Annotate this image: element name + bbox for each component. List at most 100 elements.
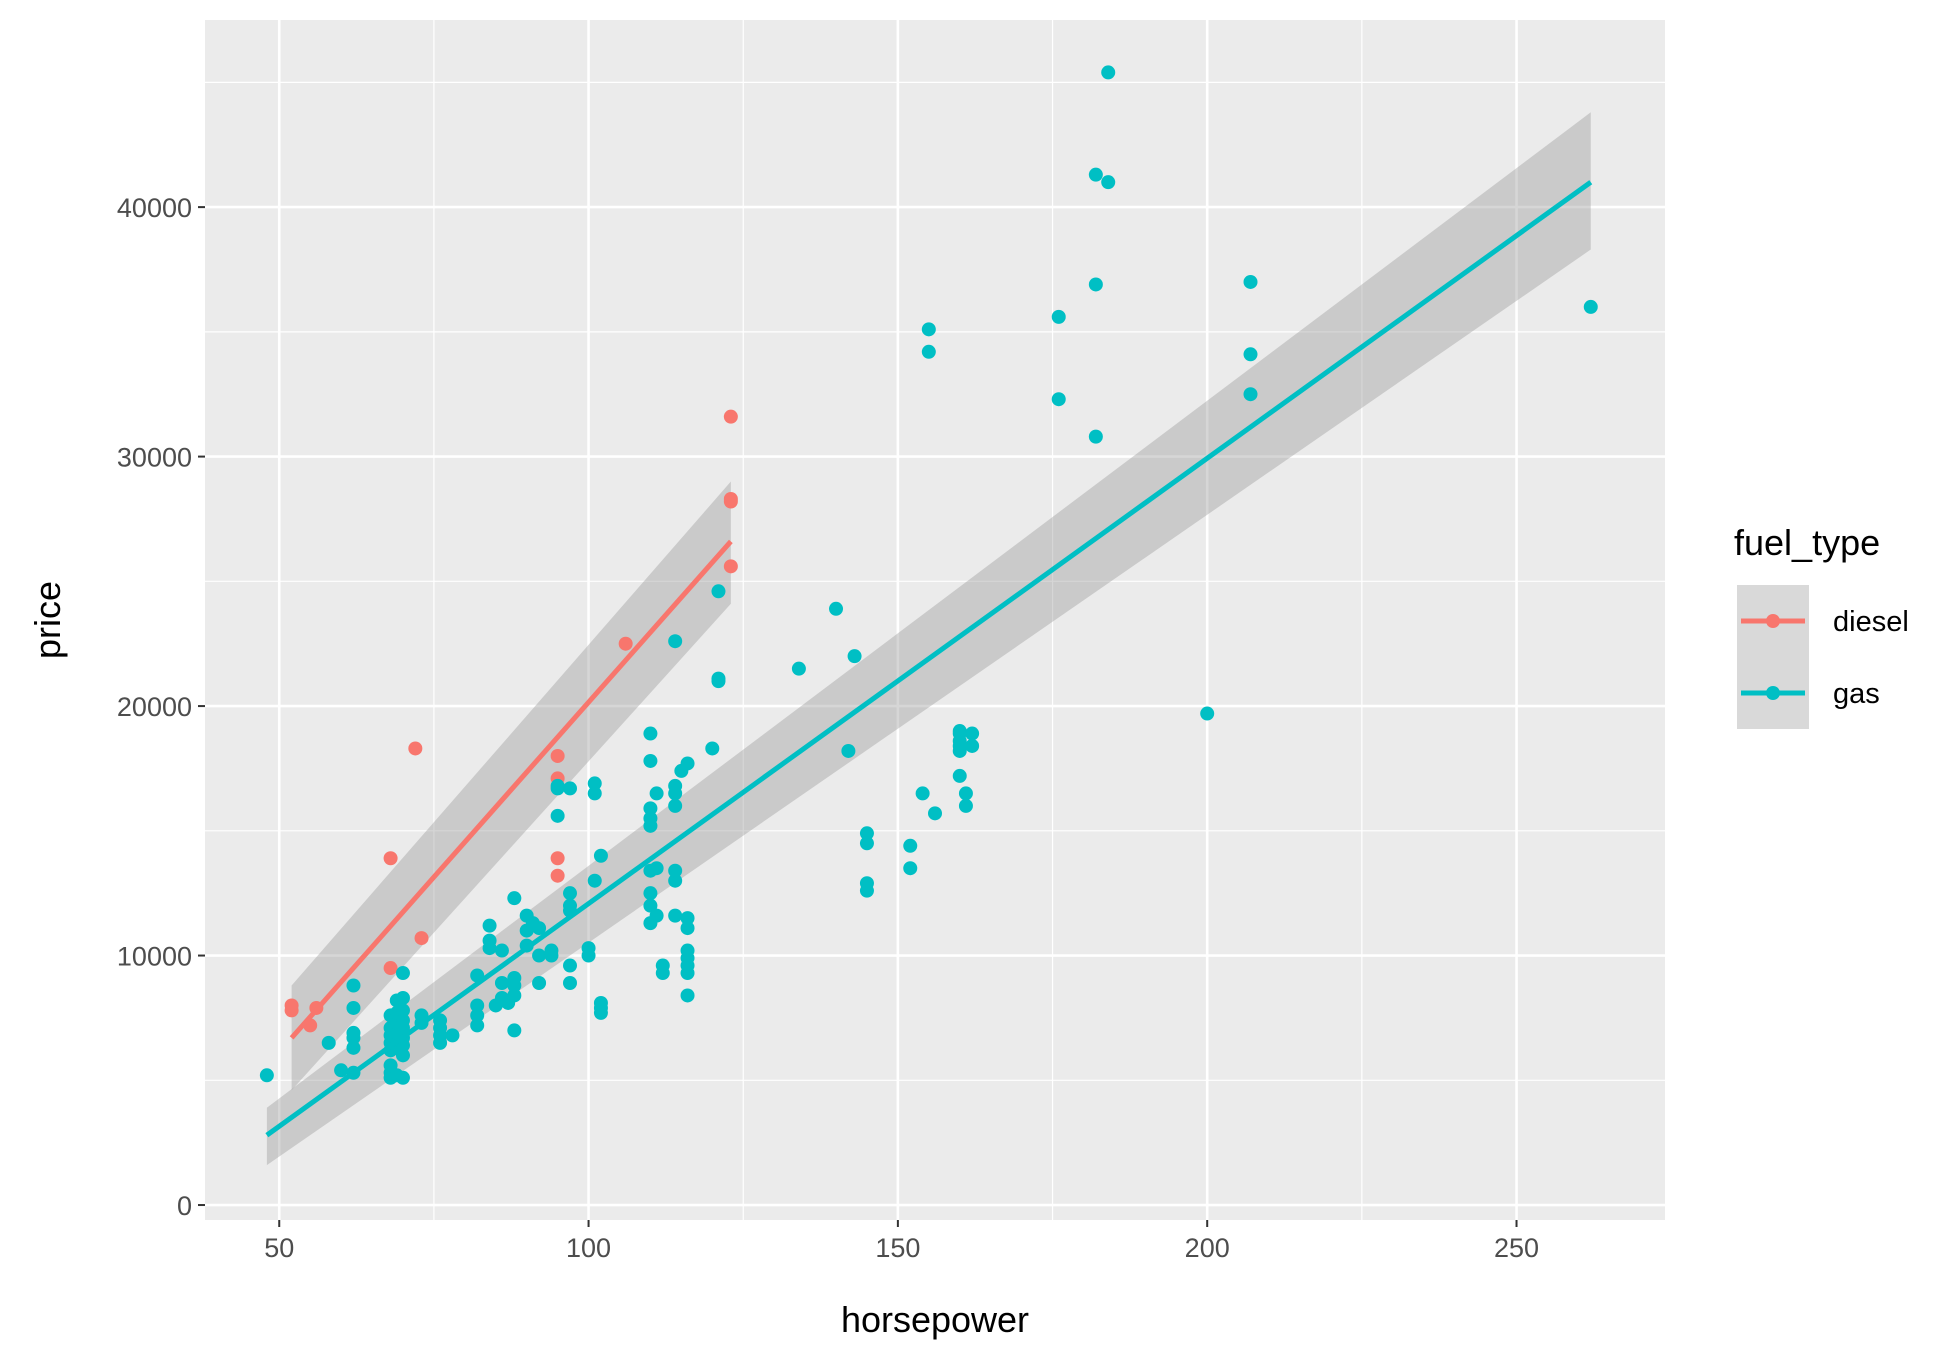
point-gas [847, 649, 862, 664]
point-diesel [284, 998, 299, 1013]
fit-line-gas [265, 180, 1593, 1138]
point-gas [643, 811, 658, 826]
point-gas [581, 941, 596, 956]
point-gas [921, 322, 936, 337]
point-gas [958, 786, 973, 801]
point-gas [563, 898, 577, 913]
point-gas [952, 724, 967, 739]
point-gas [1200, 706, 1215, 721]
point-diesel [550, 851, 565, 866]
point-gas [532, 948, 547, 963]
y-tick-label: 10000 [117, 942, 192, 972]
point-diesel [723, 559, 738, 574]
point-gas [346, 1000, 361, 1015]
point-gas [507, 1023, 522, 1038]
point-gas [952, 768, 967, 783]
y-tick-label: 20000 [117, 692, 192, 722]
point-gas [470, 998, 485, 1013]
point-gas [395, 1013, 410, 1028]
x-tick-label: 100 [566, 1233, 611, 1263]
point-gas [321, 1035, 336, 1050]
point-gas [680, 988, 695, 1003]
point-gas [395, 1070, 410, 1085]
point-gas [668, 873, 683, 888]
point-gas [1051, 309, 1066, 324]
point-gas [587, 873, 602, 888]
point-gas [334, 1063, 349, 1078]
data-points [259, 65, 1598, 1085]
point-gas [1243, 274, 1258, 289]
y-tick-label: 30000 [117, 443, 192, 473]
point-gas [965, 738, 980, 753]
point-gas [383, 1058, 398, 1073]
fit-line-diesel [289, 539, 733, 1040]
point-gas [507, 891, 522, 906]
y-tick-label: 40000 [117, 193, 192, 223]
point-gas [587, 786, 602, 801]
point-gas [668, 634, 683, 649]
y-axis-title: price [27, 581, 68, 659]
point-gas [859, 836, 874, 851]
point-gas [643, 898, 658, 913]
point-gas [1088, 429, 1103, 444]
point-gas [859, 826, 874, 841]
point-gas [482, 933, 497, 948]
point-gas [1088, 167, 1103, 182]
point-gas [563, 781, 577, 796]
point-gas [1088, 277, 1103, 292]
point-gas [928, 806, 942, 821]
point-gas [680, 943, 695, 958]
x-tick-label: 200 [1185, 1233, 1230, 1263]
legend-point-gas [1766, 686, 1780, 700]
point-gas [563, 975, 577, 990]
point-gas [550, 808, 565, 823]
plot-panel [205, 20, 1665, 1220]
point-gas [259, 1068, 274, 1083]
y-axis: 0 10000 20000 30000 40000 [117, 193, 205, 1221]
point-gas [470, 1018, 485, 1033]
point-gas [668, 908, 683, 923]
point-gas [593, 848, 608, 863]
point-gas [532, 975, 547, 990]
point-gas [1243, 387, 1258, 402]
point-gas [445, 1028, 460, 1043]
fit-lines [265, 180, 1593, 1138]
point-gas [711, 584, 726, 599]
point-gas [655, 958, 670, 973]
point-gas [680, 921, 695, 936]
point-gas [550, 778, 565, 793]
confidence-band-gas [266, 112, 1591, 1166]
point-gas [649, 861, 664, 876]
point-gas [903, 838, 918, 853]
point-gas [680, 756, 695, 771]
y-tick-label: 0 [177, 1191, 192, 1221]
point-diesel [618, 636, 633, 651]
point-gas [649, 908, 664, 923]
point-gas [829, 601, 844, 616]
point-gas [395, 1003, 410, 1018]
point-gas [507, 988, 522, 1003]
point-gas [346, 1025, 361, 1040]
point-gas [903, 861, 918, 876]
point-gas [680, 911, 695, 926]
point-gas [965, 726, 980, 741]
point-diesel [550, 868, 565, 883]
point-diesel [383, 851, 398, 866]
point-gas [859, 876, 874, 891]
point-diesel [723, 409, 738, 424]
point-gas [643, 753, 658, 768]
legend-label-diesel: diesel [1833, 606, 1909, 638]
point-gas [643, 726, 658, 741]
point-gas [705, 741, 720, 756]
point-gas [346, 978, 361, 993]
point-gas [668, 798, 683, 813]
point-gas [532, 921, 547, 936]
point-gas [668, 778, 683, 793]
point-gas [482, 918, 497, 933]
point-gas [507, 971, 522, 986]
point-gas [1101, 175, 1116, 190]
point-gas [433, 1013, 448, 1028]
point-gas [643, 886, 658, 901]
point-gas [593, 995, 608, 1010]
point-diesel [383, 961, 398, 976]
